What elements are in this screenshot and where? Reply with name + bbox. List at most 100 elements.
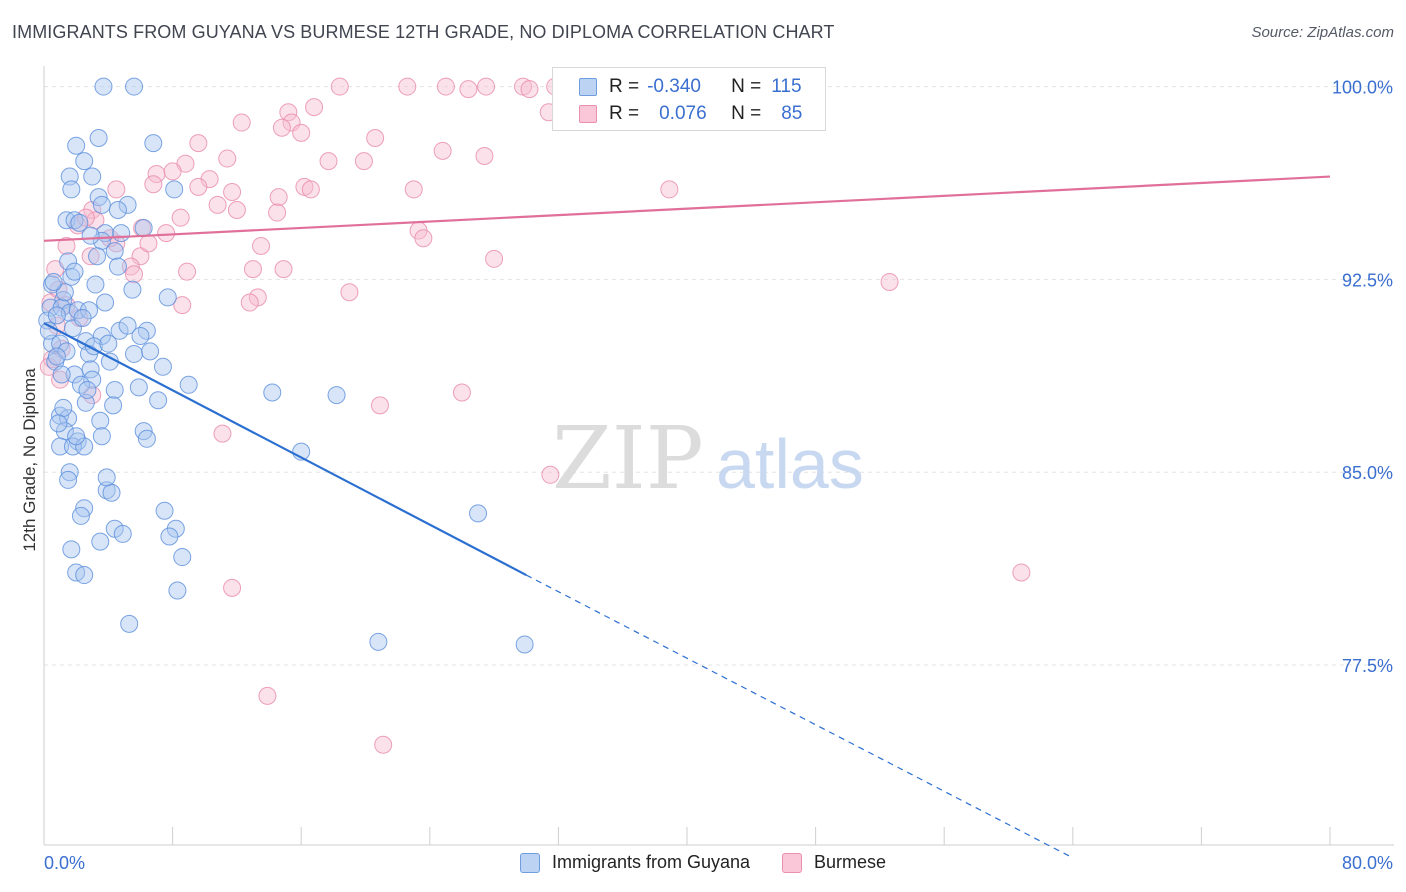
burmese-point — [147, 164, 166, 183]
burmese-point — [374, 735, 393, 754]
legend-r-label: R = — [609, 76, 640, 97]
guyana-point — [369, 632, 388, 651]
x-tick-label: 80.0% — [1342, 853, 1393, 873]
burmese-point — [880, 272, 899, 291]
series-legend-burmese[interactable]: Burmese — [782, 852, 886, 873]
burmese-point — [208, 195, 227, 214]
guyana-point — [49, 414, 68, 433]
burmese-point — [452, 383, 471, 402]
burmese-point — [243, 260, 262, 279]
guyana-point — [65, 211, 84, 230]
guyana-point — [113, 524, 132, 543]
guyana-point — [57, 342, 76, 361]
burmese-point — [1012, 563, 1031, 582]
guyana-point — [91, 532, 110, 551]
guyana-point — [104, 396, 123, 415]
burmese-point — [240, 293, 259, 312]
legend-n-label: N = — [731, 76, 762, 97]
burmese-point — [227, 200, 246, 219]
guyana-point — [91, 411, 110, 430]
series-label-burmese: Burmese — [814, 852, 887, 872]
burmese-point — [340, 283, 359, 302]
guyana-point — [168, 581, 187, 600]
x-tick-labels: 0.0% 80.0% — [44, 853, 1393, 873]
guyana-point — [59, 252, 78, 271]
y-tick-labels: 100.0% 92.5% 85.0% 77.5% — [1332, 78, 1393, 676]
watermark: ZIP atlas — [552, 409, 864, 509]
guyana-point — [123, 280, 142, 299]
guyana-point — [166, 519, 185, 538]
guyana-point — [47, 347, 66, 366]
guyana-point — [51, 437, 70, 456]
guyana-point — [131, 326, 150, 345]
guyana-point — [92, 427, 111, 446]
guyana-point — [89, 128, 108, 147]
guyana-point — [165, 180, 184, 199]
guyana-point — [173, 548, 192, 567]
series-swatch-burmese — [782, 852, 803, 873]
burmese-point — [436, 77, 455, 96]
guyana-point — [86, 275, 105, 294]
legend-n-label: N = — [731, 103, 762, 124]
series-legend-guyana[interactable]: Immigrants from Guyana — [519, 852, 751, 873]
guyana-point — [62, 267, 81, 286]
guyana-point — [60, 463, 79, 482]
burmese-point — [157, 224, 176, 243]
guyana-point — [160, 527, 179, 546]
burmese-point — [370, 396, 389, 415]
burmese-point — [398, 77, 417, 96]
y-tick-label: 85.0% — [1342, 463, 1393, 483]
legend-n-value: 115 — [771, 76, 802, 97]
correlation-legend: R = -0.340 N = 115 R = 0.076 N = 85 — [552, 67, 826, 131]
burmese-point — [660, 180, 679, 199]
guyana-point — [97, 468, 116, 487]
guyana-point — [55, 283, 74, 302]
guyana-point — [125, 77, 144, 96]
legend-swatch-burmese — [579, 105, 597, 123]
legend-swatch-guyana — [579, 78, 597, 96]
guyana-point — [179, 375, 198, 394]
guyana-point — [125, 344, 144, 363]
guyana-point — [141, 342, 160, 361]
burmese-point — [213, 424, 232, 443]
burmese-point — [81, 247, 100, 266]
burmese-trend-line — [43, 175, 1331, 242]
guyana-point — [327, 386, 346, 405]
legend-row-burmese: R = 0.076 N = 85 — [553, 101, 802, 127]
watermark-zip: ZIP — [552, 409, 704, 509]
guyana-point — [144, 134, 163, 153]
burmese-point — [125, 265, 144, 284]
guyana-point — [102, 483, 121, 502]
burmese-point — [404, 180, 423, 199]
grid-lines — [44, 86, 1394, 666]
guyana-trend-line — [43, 322, 527, 577]
burmese-point — [459, 80, 478, 99]
burmese-point — [107, 180, 126, 199]
burmese-point — [520, 80, 539, 99]
burmese-point — [292, 123, 311, 142]
y-tick-label: 92.5% — [1342, 270, 1393, 290]
y-axis-label: 12th Grade, No Diploma — [20, 368, 39, 552]
guyana-point — [153, 357, 172, 376]
guyana-point — [155, 501, 174, 520]
burmese-point — [319, 152, 338, 171]
guyana-point — [62, 180, 81, 199]
burmese-point — [258, 686, 277, 705]
burmese-point — [475, 146, 494, 165]
series-label-guyana: Immigrants from Guyana — [551, 852, 751, 872]
burmese-point — [305, 98, 324, 117]
guyana-point — [67, 136, 86, 155]
guyana-point — [65, 365, 84, 384]
guyana-point — [108, 257, 127, 276]
burmese-point — [218, 149, 237, 168]
guyana-point — [71, 506, 90, 525]
burmese-point — [252, 236, 271, 255]
guyana-trend-extension — [525, 574, 1074, 859]
burmese-point — [178, 262, 197, 281]
burmese-point — [171, 208, 190, 227]
burmese-point — [433, 141, 452, 160]
guyana-point — [105, 242, 124, 261]
burmese-point — [173, 296, 192, 315]
y-tick-label: 77.5% — [1342, 656, 1393, 676]
